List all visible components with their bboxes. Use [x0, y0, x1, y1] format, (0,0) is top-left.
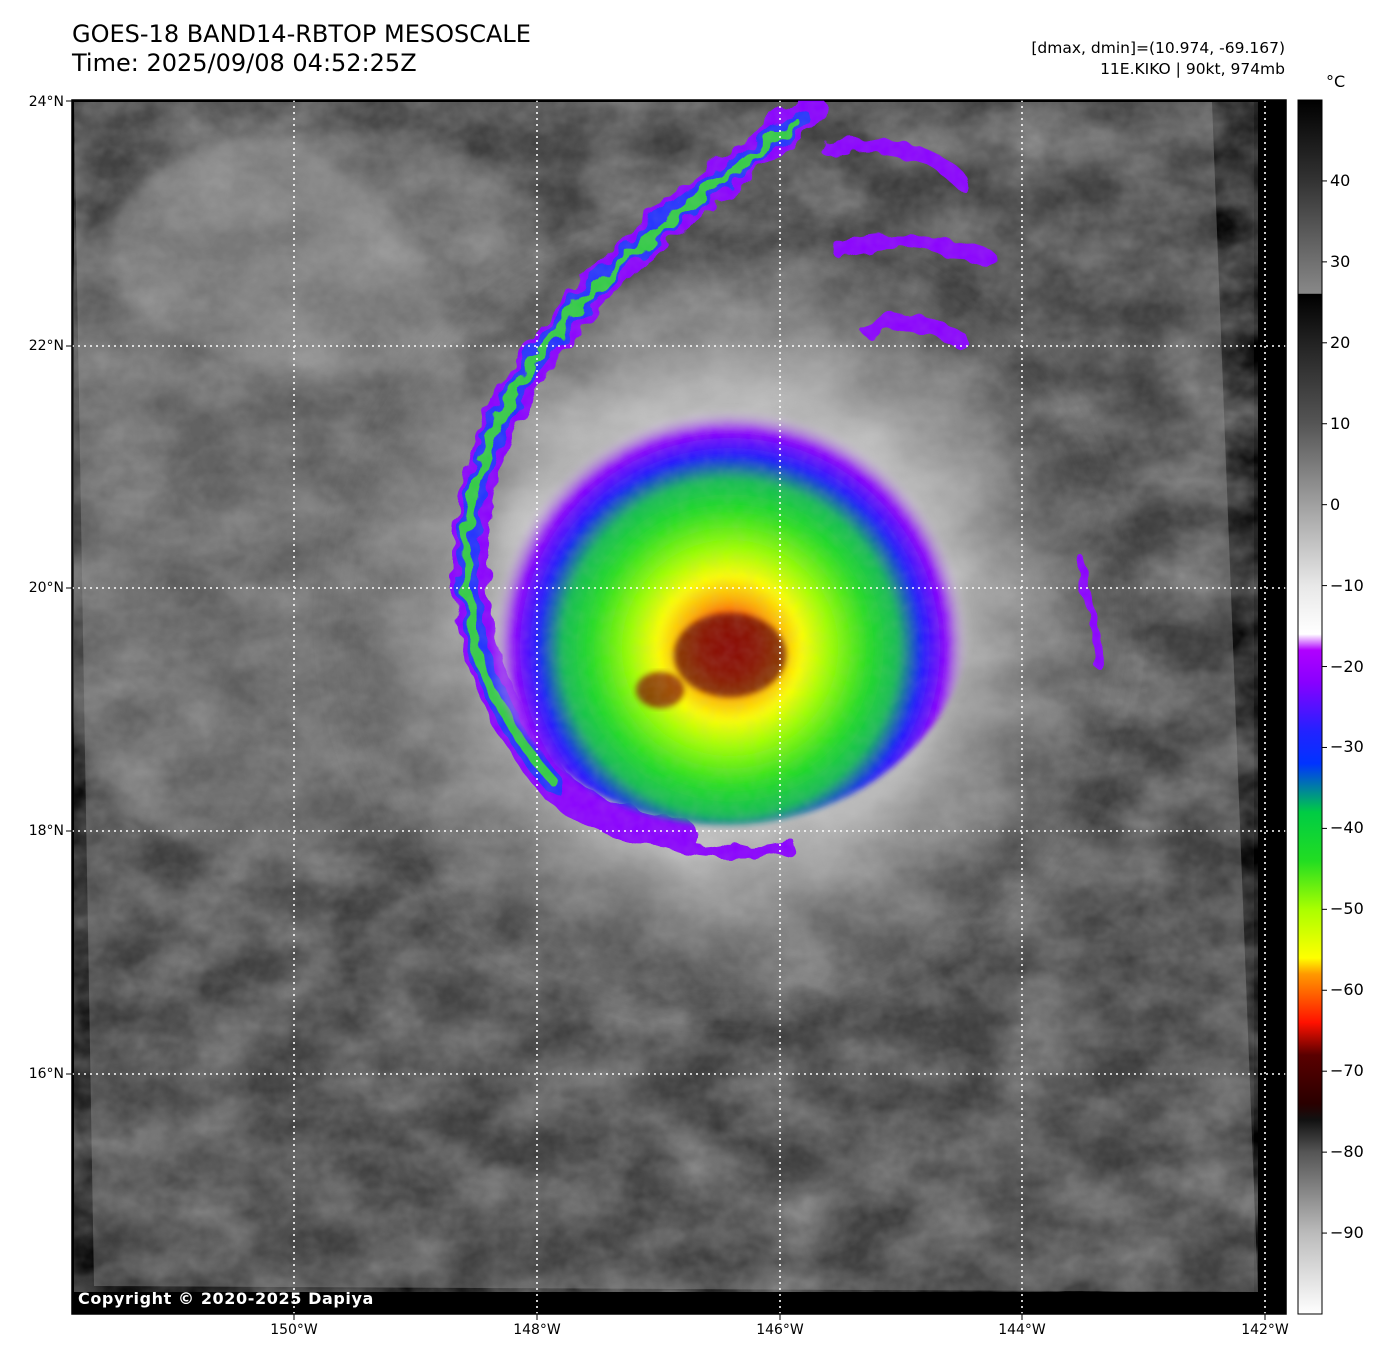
lat-label-20n: 20°N [28, 580, 64, 596]
colorbar-tick-label: 30 [1330, 251, 1351, 271]
lat-label-22n: 22°N [28, 338, 64, 354]
lat-label-18n: 18°N [28, 823, 64, 839]
colorbar-tick-label: −10 [1330, 575, 1364, 595]
colorbar-tick-label: −30 [1330, 737, 1364, 757]
lon-label-150w: 150°W [270, 1322, 318, 1338]
colorbar-tick-label: 20 [1330, 332, 1351, 352]
colorbar-unit: °C [1326, 72, 1346, 91]
copyright-notice: Copyright © 2020-2025 Dapiya [78, 1289, 374, 1308]
title-line-product: GOES-18 BAND14-RBTOP MESOSCALE [72, 20, 531, 48]
colorbar-ticks [1322, 180, 1327, 1234]
map-border [71, 99, 1287, 1315]
map-title: GOES-18 BAND14-RBTOP MESOSCALE Time: 202… [72, 20, 531, 78]
colorbar-tick-label: −40 [1330, 818, 1364, 838]
storm-intensity-readout: 11E.KIKO | 90kt, 974mb [1100, 60, 1285, 78]
imagery-layer [72, 100, 1258, 1292]
colorbar-tick-label: −20 [1330, 656, 1364, 676]
dmax-dmin-readout: [dmax, dmin]=(10.974, -69.167) [1031, 39, 1285, 57]
colorbar-tick-label: 0 [1330, 494, 1341, 514]
title-line-time: Time: 2025/09/08 04:52:25Z [72, 49, 417, 77]
colorbar-tick-label: −50 [1330, 899, 1364, 919]
lat-label-24n: 24°N [28, 94, 64, 110]
colorbar-tick-label: 40 [1330, 170, 1351, 190]
colorbar-scale [1297, 99, 1323, 1315]
colorbar-tick-label: −90 [1330, 1223, 1364, 1243]
temperature-colorbar [1297, 99, 1327, 1315]
colorbar-tick-label: −60 [1330, 980, 1364, 1000]
colorbar-tick-label: −70 [1330, 1061, 1364, 1081]
graticule [72, 100, 1286, 1314]
colorbar-tick-label: 10 [1330, 413, 1351, 433]
image-grain [74, 102, 1254, 1292]
lon-label-148w: 148°W [513, 1322, 561, 1338]
lon-label-142w: 142°W [1241, 1322, 1289, 1338]
axis-ticks [66, 100, 1266, 1320]
lon-label-144w: 144°W [998, 1322, 1046, 1338]
colorbar-tick-label: −80 [1330, 1142, 1364, 1162]
lon-label-146w: 146°W [756, 1322, 804, 1338]
lat-label-16n: 16°N [28, 1066, 64, 1082]
storm-info: [dmax, dmin]=(10.974, -69.167) 11E.KIKO … [1031, 38, 1285, 80]
